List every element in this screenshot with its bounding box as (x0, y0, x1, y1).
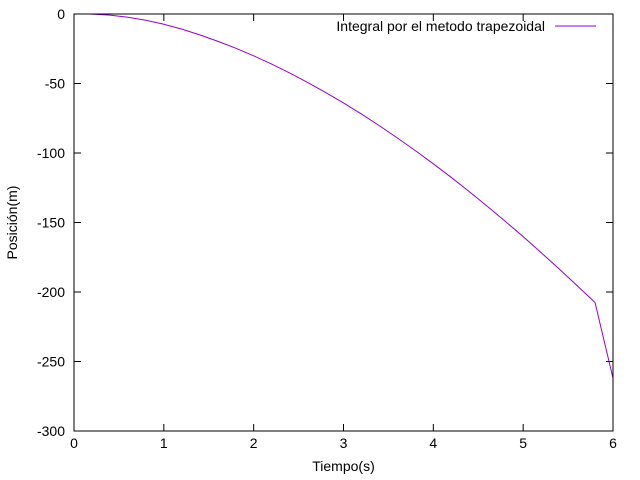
y-tick-label: -100 (37, 145, 65, 161)
x-tick-label: 2 (250, 435, 258, 451)
x-tick-label: 5 (519, 435, 527, 451)
x-tick-label: 6 (609, 435, 617, 451)
legend-label: Integral por el metodo trapezoidal (336, 18, 545, 34)
series-line (90, 13, 614, 379)
y-tick-label: -200 (37, 284, 65, 300)
series-layer (90, 13, 614, 379)
y-tick-label: -250 (37, 354, 65, 370)
y-tick-label: -300 (37, 423, 65, 439)
y-tick-label: 0 (57, 6, 65, 22)
y-tick-label: -150 (37, 215, 65, 231)
ticks-layer: 0 1 2 3 4 5 6 0 -50 -100 -150 -200 -250 -300 (37, 6, 617, 451)
x-tick-label: 1 (160, 435, 168, 451)
x-tick-label: 4 (429, 435, 437, 451)
x-tick-label: 3 (340, 435, 348, 451)
plot-frame (73, 13, 614, 432)
x-axis-label: Tiempo(s) (312, 458, 375, 474)
y-axis-label: Posición(m) (4, 186, 20, 260)
legend: Integral por el metodo trapezoidal (336, 18, 596, 34)
x-tick-label: 0 (70, 435, 78, 451)
y-tick-label: -50 (45, 76, 65, 92)
